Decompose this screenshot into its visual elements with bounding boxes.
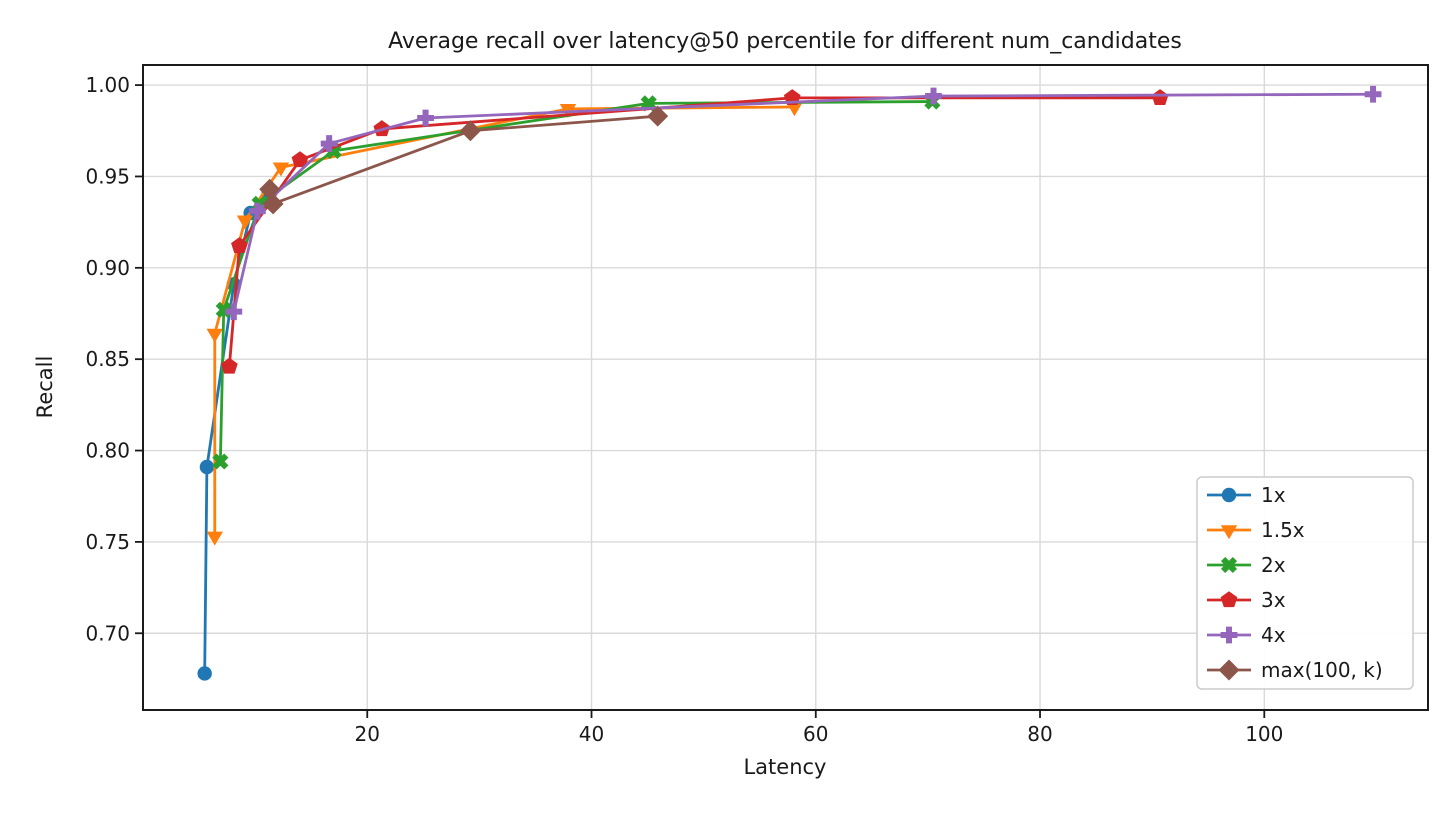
y-tick-label: 0.70 (85, 621, 130, 645)
x-tick-label: 20 (355, 722, 380, 746)
marker-3x (231, 237, 248, 254)
legend-item-1.5x: 1.5x (1207, 518, 1305, 542)
legend-marker-4x-icon (1220, 626, 1238, 644)
series-1.5x (206, 102, 803, 546)
y-tick-label: 0.80 (85, 439, 130, 463)
marker-3x (1151, 89, 1169, 106)
series-line-2x (218, 100, 934, 463)
marker-1.5x (272, 162, 290, 177)
plot-border (142, 64, 1429, 711)
x-tick-label: 100 (1245, 722, 1283, 746)
series-4x (225, 85, 1382, 321)
chart-title: Average recall over latency@50 percentil… (388, 29, 1182, 54)
series-line-4x (232, 92, 1375, 314)
y-tick-label: 0.90 (85, 256, 130, 280)
series-3x (220, 89, 1169, 374)
x-tick-label: 80 (1027, 722, 1052, 746)
legend: 1x 1.5x 2x 3x 4x max(100, k) (1196, 476, 1414, 690)
marker-max(100, k) (262, 193, 284, 215)
series-1x (197, 183, 276, 681)
marker-1.5x (206, 328, 223, 343)
y-tick-label: 1.00 (85, 73, 130, 97)
marker-4x (225, 303, 243, 321)
series-max(100, k) (259, 105, 669, 215)
x-tick-label: 60 (803, 722, 828, 746)
marker-max(100, k) (647, 105, 669, 127)
series-layer (197, 85, 1382, 681)
marker-4x (925, 87, 942, 105)
legend-marker-1.5x-icon (1220, 525, 1238, 540)
legend-marker-2x-icon (1220, 556, 1238, 574)
y-tick-label: 0.85 (85, 347, 130, 371)
marker-4x (417, 109, 434, 127)
y-tick-label: 0.75 (85, 530, 130, 554)
marker-1.5x (236, 215, 254, 230)
x-tick-label: 40 (579, 722, 604, 746)
legend-label-3x: 3x (1261, 588, 1286, 612)
series-line-3x (227, 96, 1162, 368)
y-tick-label: 0.95 (85, 164, 130, 188)
legend-item-4x: 4x (1207, 623, 1286, 647)
marker-4x (248, 202, 266, 220)
series-2x (212, 93, 941, 470)
marker-4x (1364, 85, 1382, 103)
marker-1.5x (206, 531, 223, 546)
legend-label-2x: 2x (1261, 553, 1286, 577)
legend-item-max(100, k): max(100, k) (1207, 658, 1383, 682)
legend-label-4x: 4x (1261, 623, 1286, 647)
marker-4x (320, 135, 338, 152)
marker-1x (199, 459, 215, 475)
series-line-1.5x (213, 105, 796, 538)
legend-item-2x: 2x (1207, 553, 1286, 577)
axis-layer: 20 40 60 80 100 0.70 0.75 0.80 0.85 0.90 0.95 1.00 (85, 64, 1429, 746)
grid-layer (143, 65, 1428, 710)
x-axis-label: Latency (743, 755, 826, 779)
marker-max(100, k) (459, 120, 481, 142)
marker-1x (197, 666, 212, 681)
legend-item-3x: 3x (1207, 588, 1286, 612)
marker-3x (220, 357, 238, 374)
legend-marker-max(100, k)-icon (1218, 659, 1240, 681)
y-axis-label: Recall (33, 356, 57, 419)
legend-label-1.5x: 1.5x (1261, 518, 1305, 542)
legend-marker-3x-icon (1220, 591, 1238, 608)
legend-label-1x: 1x (1261, 483, 1286, 507)
legend-marker-1x-icon (1221, 487, 1237, 503)
marker-2x (212, 453, 229, 470)
legend-item-1x: 1x (1207, 483, 1286, 507)
legend-label-max(100, k): max(100, k) (1261, 658, 1383, 682)
marker-3x (291, 151, 309, 168)
marker-max(100, k) (259, 178, 281, 200)
marker-1.5x (786, 102, 803, 117)
